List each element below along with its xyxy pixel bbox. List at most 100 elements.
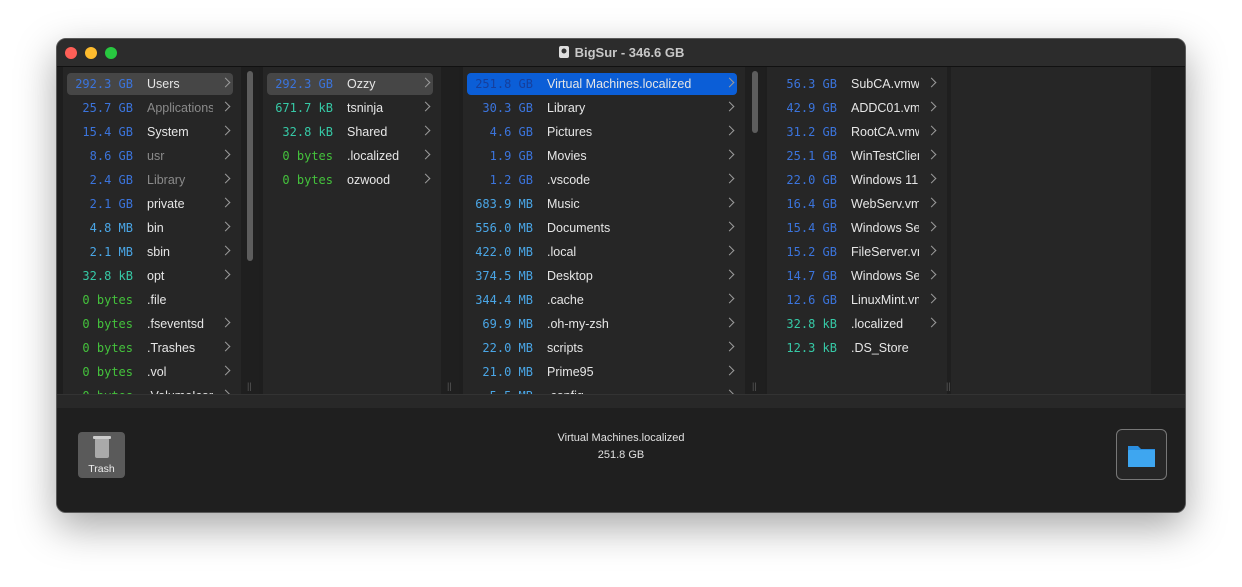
file-size: 32.8 kB: [82, 269, 133, 283]
file-row[interactable]: 2.1 MB sbin: [67, 241, 233, 263]
app-window: BigSur - 346.6 GB 292.3 GB Users 25.7 GB Ap…: [56, 38, 1186, 513]
file-name: Virtual Machines.localized: [547, 77, 692, 91]
file-name: Pictures: [547, 125, 593, 139]
file-row[interactable]: 69.9 MB .oh-my-zsh: [467, 313, 737, 335]
file-name: WinTestClient: [851, 149, 919, 163]
file-size: 12.3 kB: [786, 341, 837, 355]
disclosure-arrow: [420, 101, 431, 112]
file-row[interactable]: 1.9 GB Movies: [467, 145, 737, 167]
disclosure-arrow: [926, 173, 937, 184]
file-name: Movies: [547, 149, 587, 163]
close-button[interactable]: [65, 47, 77, 59]
file-row[interactable]: 556.0 MB Documents: [467, 217, 737, 239]
file-row[interactable]: 15.2 GB FileServer.vmwarevm: [771, 241, 939, 263]
column: 251.8 GB Virtual Machines.localized 30.3 G…: [463, 67, 745, 394]
file-row[interactable]: 32.8 kB Shared: [267, 121, 433, 143]
file-row[interactable]: 32.8 kB .localized: [771, 313, 939, 335]
file-row[interactable]: 12.3 kB .DS_Store: [771, 337, 939, 359]
selected-name: Virtual Machines.localized: [557, 432, 685, 444]
file-name: .local: [547, 245, 577, 259]
file-name: RootCA.vmwarevm: [851, 125, 919, 139]
file-row[interactable]: 251.8 GB Virtual Machines.localized: [467, 73, 737, 95]
file-size: 292.3 GB: [75, 77, 133, 91]
file-row[interactable]: 0 bytes .vol: [67, 361, 233, 383]
disclosure-arrow: [220, 197, 231, 208]
file-row[interactable]: 30.3 GB Library: [467, 97, 737, 119]
file-row[interactable]: 21.0 MB Prime95: [467, 361, 737, 383]
file-size: 15.2 GB: [786, 245, 837, 259]
file-size: 251.8 GB: [475, 77, 533, 91]
disclosure-arrow: [724, 221, 735, 232]
file-size: 0 bytes: [82, 389, 133, 394]
file-size: 344.4 MB: [475, 293, 533, 307]
disk-icon: [558, 46, 569, 58]
file-row[interactable]: 15.4 GB Windows Server: [771, 217, 939, 239]
file-size: 22.0 MB: [482, 341, 533, 355]
file-row[interactable]: 5.5 MB .config: [467, 385, 737, 394]
file-name: .config: [547, 389, 717, 394]
file-row[interactable]: 0 bytes ozwood: [267, 169, 433, 191]
file-size: 0 bytes: [82, 317, 133, 331]
file-row[interactable]: 0 bytes .file: [67, 289, 233, 311]
disclosure-arrow: [926, 221, 937, 232]
disclosure-arrow: [220, 125, 231, 136]
file-row[interactable]: 683.9 MB Music: [467, 193, 737, 215]
file-row[interactable]: 344.4 MB .cache: [467, 289, 737, 311]
file-row[interactable]: 32.8 kB opt: [67, 265, 233, 287]
file-row[interactable]: 2.1 GB private: [67, 193, 233, 215]
file-size: 2.1 GB: [89, 197, 133, 211]
file-row[interactable]: 12.6 GB LinuxMint.vmwarevm: [771, 289, 939, 311]
file-name: private: [147, 197, 185, 211]
file-row[interactable]: 56.3 GB SubCA.vmwarevm: [771, 73, 939, 95]
file-name: FileServer.vmwarevm: [851, 245, 919, 259]
file-row[interactable]: 671.7 kB tsninja: [267, 97, 433, 119]
trash-icon: [93, 436, 111, 458]
resize-grip: ||: [946, 381, 951, 391]
file-row[interactable]: 16.4 GB WebServ.vmwarevm: [771, 193, 939, 215]
zoom-button[interactable]: [105, 47, 117, 59]
file-row[interactable]: 8.6 GB usr: [67, 145, 233, 167]
file-name: .localized: [851, 317, 904, 331]
trash-button[interactable]: Trash: [78, 432, 125, 478]
file-row[interactable]: 4.6 GB Pictures: [467, 121, 737, 143]
file-row[interactable]: 0 bytes .VolumeIcon: [67, 385, 233, 394]
file-name: ADDC01.vmwarevm: [851, 101, 919, 115]
file-name: System: [147, 125, 189, 139]
file-size: 69.9 MB: [482, 317, 533, 331]
file-row[interactable]: 4.8 MB bin: [67, 217, 233, 239]
disclosure-arrow: [724, 197, 735, 208]
file-row[interactable]: 15.4 GB System: [67, 121, 233, 143]
file-size: 16.4 GB: [786, 197, 837, 211]
file-row[interactable]: 292.3 GB Users: [67, 73, 233, 95]
file-row[interactable]: 14.7 GB Windows Server: [771, 265, 939, 287]
file-row[interactable]: 0 bytes .fseventsd: [67, 313, 233, 335]
file-size: 2.4 GB: [89, 173, 133, 187]
minimize-button[interactable]: [85, 47, 97, 59]
file-name: Library: [147, 173, 186, 187]
disclosure-arrow: [926, 317, 937, 328]
file-row[interactable]: 25.1 GB WinTestClient: [771, 145, 939, 167]
scrollbar: [247, 71, 253, 261]
disclosure-arrow: [220, 173, 231, 184]
disclosure-arrow: [926, 293, 937, 304]
file-row[interactable]: 374.5 MB Desktop: [467, 265, 737, 287]
empty-column: [951, 67, 1151, 394]
file-size: 422.0 MB: [475, 245, 533, 259]
file-row[interactable]: 31.2 GB RootCA.vmwarevm: [771, 121, 939, 143]
file-name: .VolumeIcon: [147, 389, 213, 394]
file-row[interactable]: 22.0 GB Windows 11: [771, 169, 939, 191]
disclosure-arrow: [926, 245, 937, 256]
file-row[interactable]: 22.0 MB scripts: [467, 337, 737, 359]
file-size: 32.8 kB: [282, 125, 333, 139]
file-row[interactable]: 0 bytes .Trashes: [67, 337, 233, 359]
file-row[interactable]: 2.4 GB Library: [67, 169, 233, 191]
file-row[interactable]: 422.0 MB .local: [467, 241, 737, 263]
file-row[interactable]: 42.9 GB ADDC01.vmwarevm: [771, 97, 939, 119]
file-row[interactable]: 1.2 GB .vscode: [467, 169, 737, 191]
file-row[interactable]: 0 bytes .localized: [267, 145, 433, 167]
file-row[interactable]: 25.7 GB Applications: [67, 97, 233, 119]
reveal-folder-button[interactable]: [1116, 429, 1167, 480]
file-row[interactable]: 292.3 GB Ozzy: [267, 73, 433, 95]
file-size: 25.1 GB: [786, 149, 837, 163]
disclosure-arrow: [220, 365, 231, 376]
